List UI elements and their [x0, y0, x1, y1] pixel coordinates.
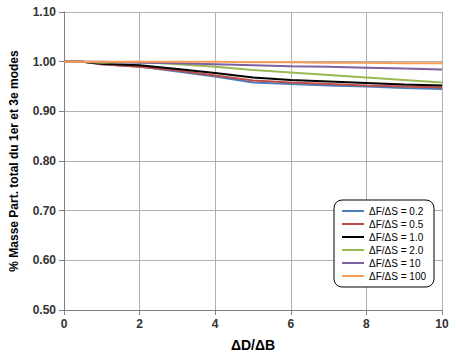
svg-text:0.60: 0.60	[33, 253, 57, 267]
svg-text:0.50: 0.50	[33, 303, 57, 317]
svg-text:6: 6	[287, 317, 294, 331]
svg-text:8: 8	[363, 317, 370, 331]
svg-text:4: 4	[212, 317, 219, 331]
svg-text:ΔF/ΔS = 1.0: ΔF/ΔS = 1.0	[369, 232, 424, 243]
svg-text:1.10: 1.10	[33, 5, 57, 19]
svg-text:ΔF/ΔS = 0.2: ΔF/ΔS = 0.2	[369, 206, 424, 217]
svg-text:ΔD/ΔB: ΔD/ΔB	[231, 337, 275, 353]
svg-text:ΔF/ΔS = 10: ΔF/ΔS = 10	[369, 258, 421, 269]
svg-text:ΔF/ΔS = 0.5: ΔF/ΔS = 0.5	[369, 219, 424, 230]
svg-text:2: 2	[136, 317, 143, 331]
svg-text:1.00: 1.00	[33, 55, 57, 69]
svg-text:0.80: 0.80	[33, 154, 57, 168]
svg-text:10: 10	[435, 317, 449, 331]
svg-text:ΔF/ΔS = 2.0: ΔF/ΔS = 2.0	[369, 245, 424, 256]
svg-text:0.70: 0.70	[33, 204, 57, 218]
svg-text:0: 0	[61, 317, 68, 331]
svg-text:% Masse Part. total du 1er et: % Masse Part. total du 1er et 3e modes	[7, 50, 21, 272]
svg-text:ΔF/ΔS = 100: ΔF/ΔS = 100	[369, 271, 426, 282]
svg-text:0.90: 0.90	[33, 104, 57, 118]
